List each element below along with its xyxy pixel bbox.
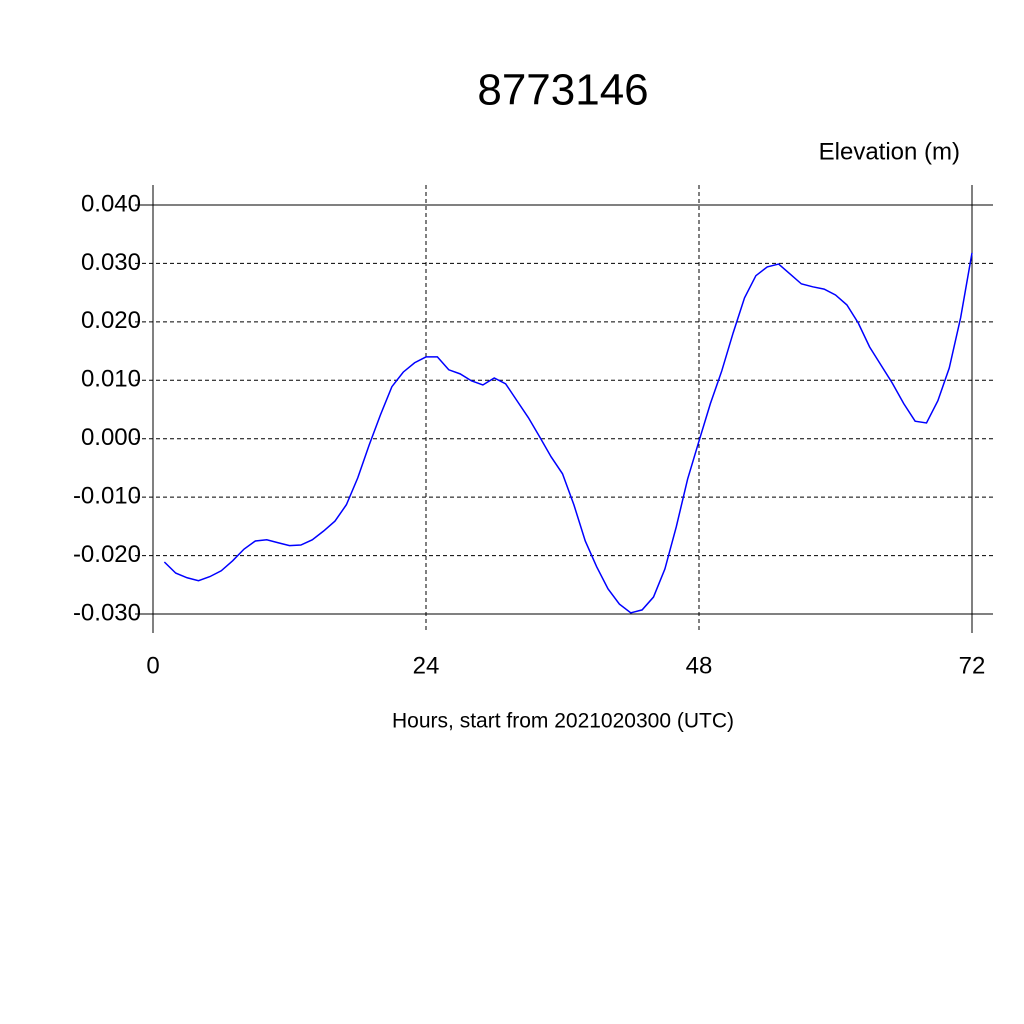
data-line [163,252,973,614]
x-tick-label: 24 [413,652,440,679]
y-tick-label: -0.030 [73,599,141,626]
x-tick-label: 48 [686,652,713,679]
y-tick-label: 0.040 [81,190,141,217]
x-tick-label: 72 [959,652,986,679]
chart-title: 8773146 [477,66,648,115]
x-axis-label: Hours, start from 2021020300 (UTC) [392,710,734,733]
y-tick-label: -0.020 [73,541,141,568]
y-axis-label: Elevation (m) [819,138,960,165]
y-tick-label: 0.030 [81,249,141,276]
x-tick-label: 0 [146,652,159,679]
y-tick-label: 0.000 [81,424,141,451]
y-tick-label: -0.010 [73,482,141,509]
y-tick-label: 0.010 [81,366,141,393]
y-tick-label: 0.020 [81,307,141,334]
